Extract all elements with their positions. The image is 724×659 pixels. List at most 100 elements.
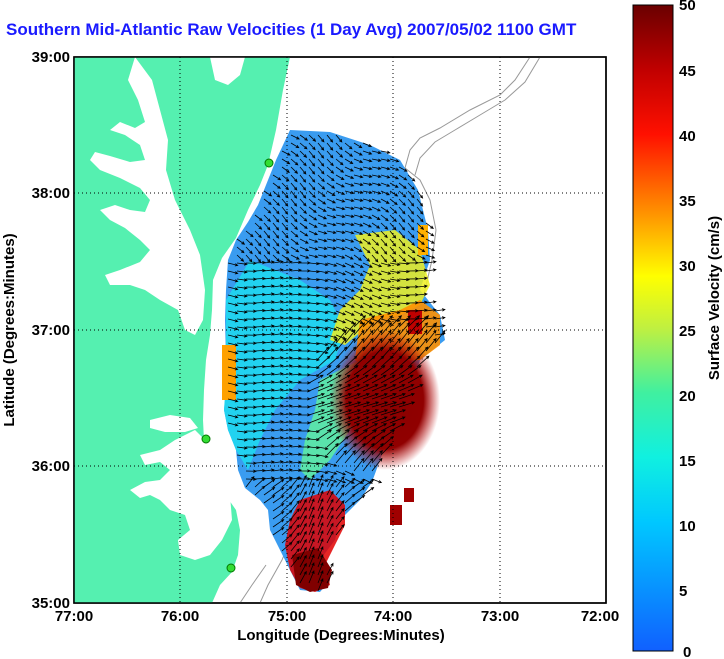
velocity-arrow — [290, 420, 302, 424]
velocity-arrow — [236, 438, 248, 442]
velocity-arrow — [335, 393, 352, 400]
map-title: Southern Mid-Atlantic Raw Velocities (1 … — [6, 20, 577, 39]
velocity-arrow — [272, 214, 280, 223]
velocity-arrow — [335, 470, 347, 476]
velocity-arrow — [398, 269, 410, 274]
velocity-arrow — [371, 246, 379, 255]
velocity-arrow — [254, 222, 263, 230]
velocity-arrow — [290, 548, 300, 560]
velocity-arrow — [254, 420, 266, 425]
velocity-arrow — [326, 478, 338, 483]
velocity-arrow — [353, 302, 364, 308]
velocity-arrow — [317, 365, 332, 376]
velocity-arrow — [353, 355, 367, 368]
velocity-arrow — [353, 166, 364, 171]
velocity-arrow — [389, 238, 397, 247]
velocity-arrow — [299, 506, 307, 520]
velocity-arrow — [290, 388, 302, 392]
velocity-arrow — [317, 214, 328, 220]
velocity-arrow — [281, 460, 293, 464]
velocity-arrow — [263, 308, 275, 312]
velocity-arrow — [236, 350, 248, 354]
velocity-arrow — [272, 254, 281, 262]
velocity-arrow — [254, 340, 266, 345]
velocity-arrow — [362, 478, 375, 488]
velocity-arrow — [317, 326, 329, 331]
velocity-arrow — [254, 356, 266, 361]
colorbar-tick: 35 — [679, 193, 696, 210]
y-axis-ticks: 39:00 38:00 37:00 36:00 35:00 — [32, 49, 70, 612]
velocity-arrow — [299, 238, 309, 244]
velocity-arrow — [263, 404, 275, 408]
velocity-arrow — [416, 254, 426, 260]
velocity-arrow — [272, 206, 280, 215]
velocity-arrow — [362, 286, 373, 292]
velocity-arrow — [398, 246, 406, 255]
velocity-arrow — [254, 412, 266, 417]
velocity-arrow — [380, 190, 391, 196]
velocity-arrow — [362, 206, 373, 211]
velocity-arrow — [308, 365, 320, 370]
velocity-arrow — [335, 491, 345, 504]
velocity-arrow — [371, 409, 389, 416]
velocity-arrow — [317, 254, 328, 258]
velocity-arrow — [416, 308, 428, 312]
velocity-arrow — [317, 462, 329, 467]
velocity-arrow — [425, 300, 437, 304]
velocity-arrow — [272, 460, 284, 464]
velocity-arrow — [299, 206, 307, 215]
velocity-arrow — [326, 409, 344, 416]
x-tick: 74:00 — [374, 608, 412, 625]
velocity-arrow — [272, 396, 284, 400]
velocity-arrow — [236, 446, 248, 450]
velocity-arrow — [371, 254, 379, 263]
velocity-arrow — [371, 302, 383, 308]
colorbar-tick: 45 — [679, 63, 696, 80]
velocity-arrow — [353, 416, 370, 424]
station-marker — [226, 563, 236, 573]
velocity-arrow — [362, 384, 379, 392]
velocity-arrow — [317, 222, 328, 227]
velocity-arrow — [371, 355, 385, 368]
velocity-arrow — [407, 238, 416, 246]
velocity-arrow — [371, 423, 388, 432]
velocity-arrow — [389, 329, 401, 344]
velocity-arrow — [425, 254, 436, 259]
velocity-arrow — [263, 268, 275, 272]
velocity-field-yellow — [330, 230, 430, 345]
velocity-arrow — [389, 174, 400, 180]
velocity-arrow — [281, 541, 293, 552]
velocity-arrow — [254, 276, 266, 281]
velocity-arrow — [290, 260, 302, 264]
velocity-arrow — [281, 182, 290, 191]
velocity-arrow — [326, 134, 334, 143]
velocity-arrow — [317, 546, 324, 560]
velocity-arrow — [227, 358, 239, 363]
velocity-arrow — [362, 254, 371, 262]
velocity-arrow — [407, 198, 415, 207]
velocity-arrow — [371, 457, 383, 472]
velocity-arrow — [272, 511, 285, 520]
velocity-arrow — [236, 270, 248, 274]
velocity-arrow — [434, 316, 446, 320]
velocity-arrow — [308, 269, 320, 274]
velocity-arrow — [308, 301, 320, 306]
plot-frame — [73, 56, 607, 604]
velocity-arrow — [416, 260, 428, 264]
velocity-arrow — [407, 222, 415, 231]
velocity-arrow — [416, 222, 425, 231]
velocity-arrow — [344, 477, 356, 488]
velocity-arrow — [344, 435, 358, 448]
velocity-arrow — [308, 214, 318, 221]
velocity-arrow — [272, 332, 284, 336]
velocity-arrow — [272, 380, 284, 384]
velocity-arrow — [281, 468, 293, 472]
velocity-arrow — [227, 302, 239, 307]
velocity-arrow — [380, 182, 391, 187]
velocity-arrow — [335, 238, 346, 243]
velocity-arrow — [407, 384, 424, 392]
velocity-arrow — [326, 429, 342, 440]
velocity-arrow — [416, 268, 428, 272]
velocity-arrow — [326, 142, 334, 151]
velocity-arrow — [227, 334, 239, 339]
